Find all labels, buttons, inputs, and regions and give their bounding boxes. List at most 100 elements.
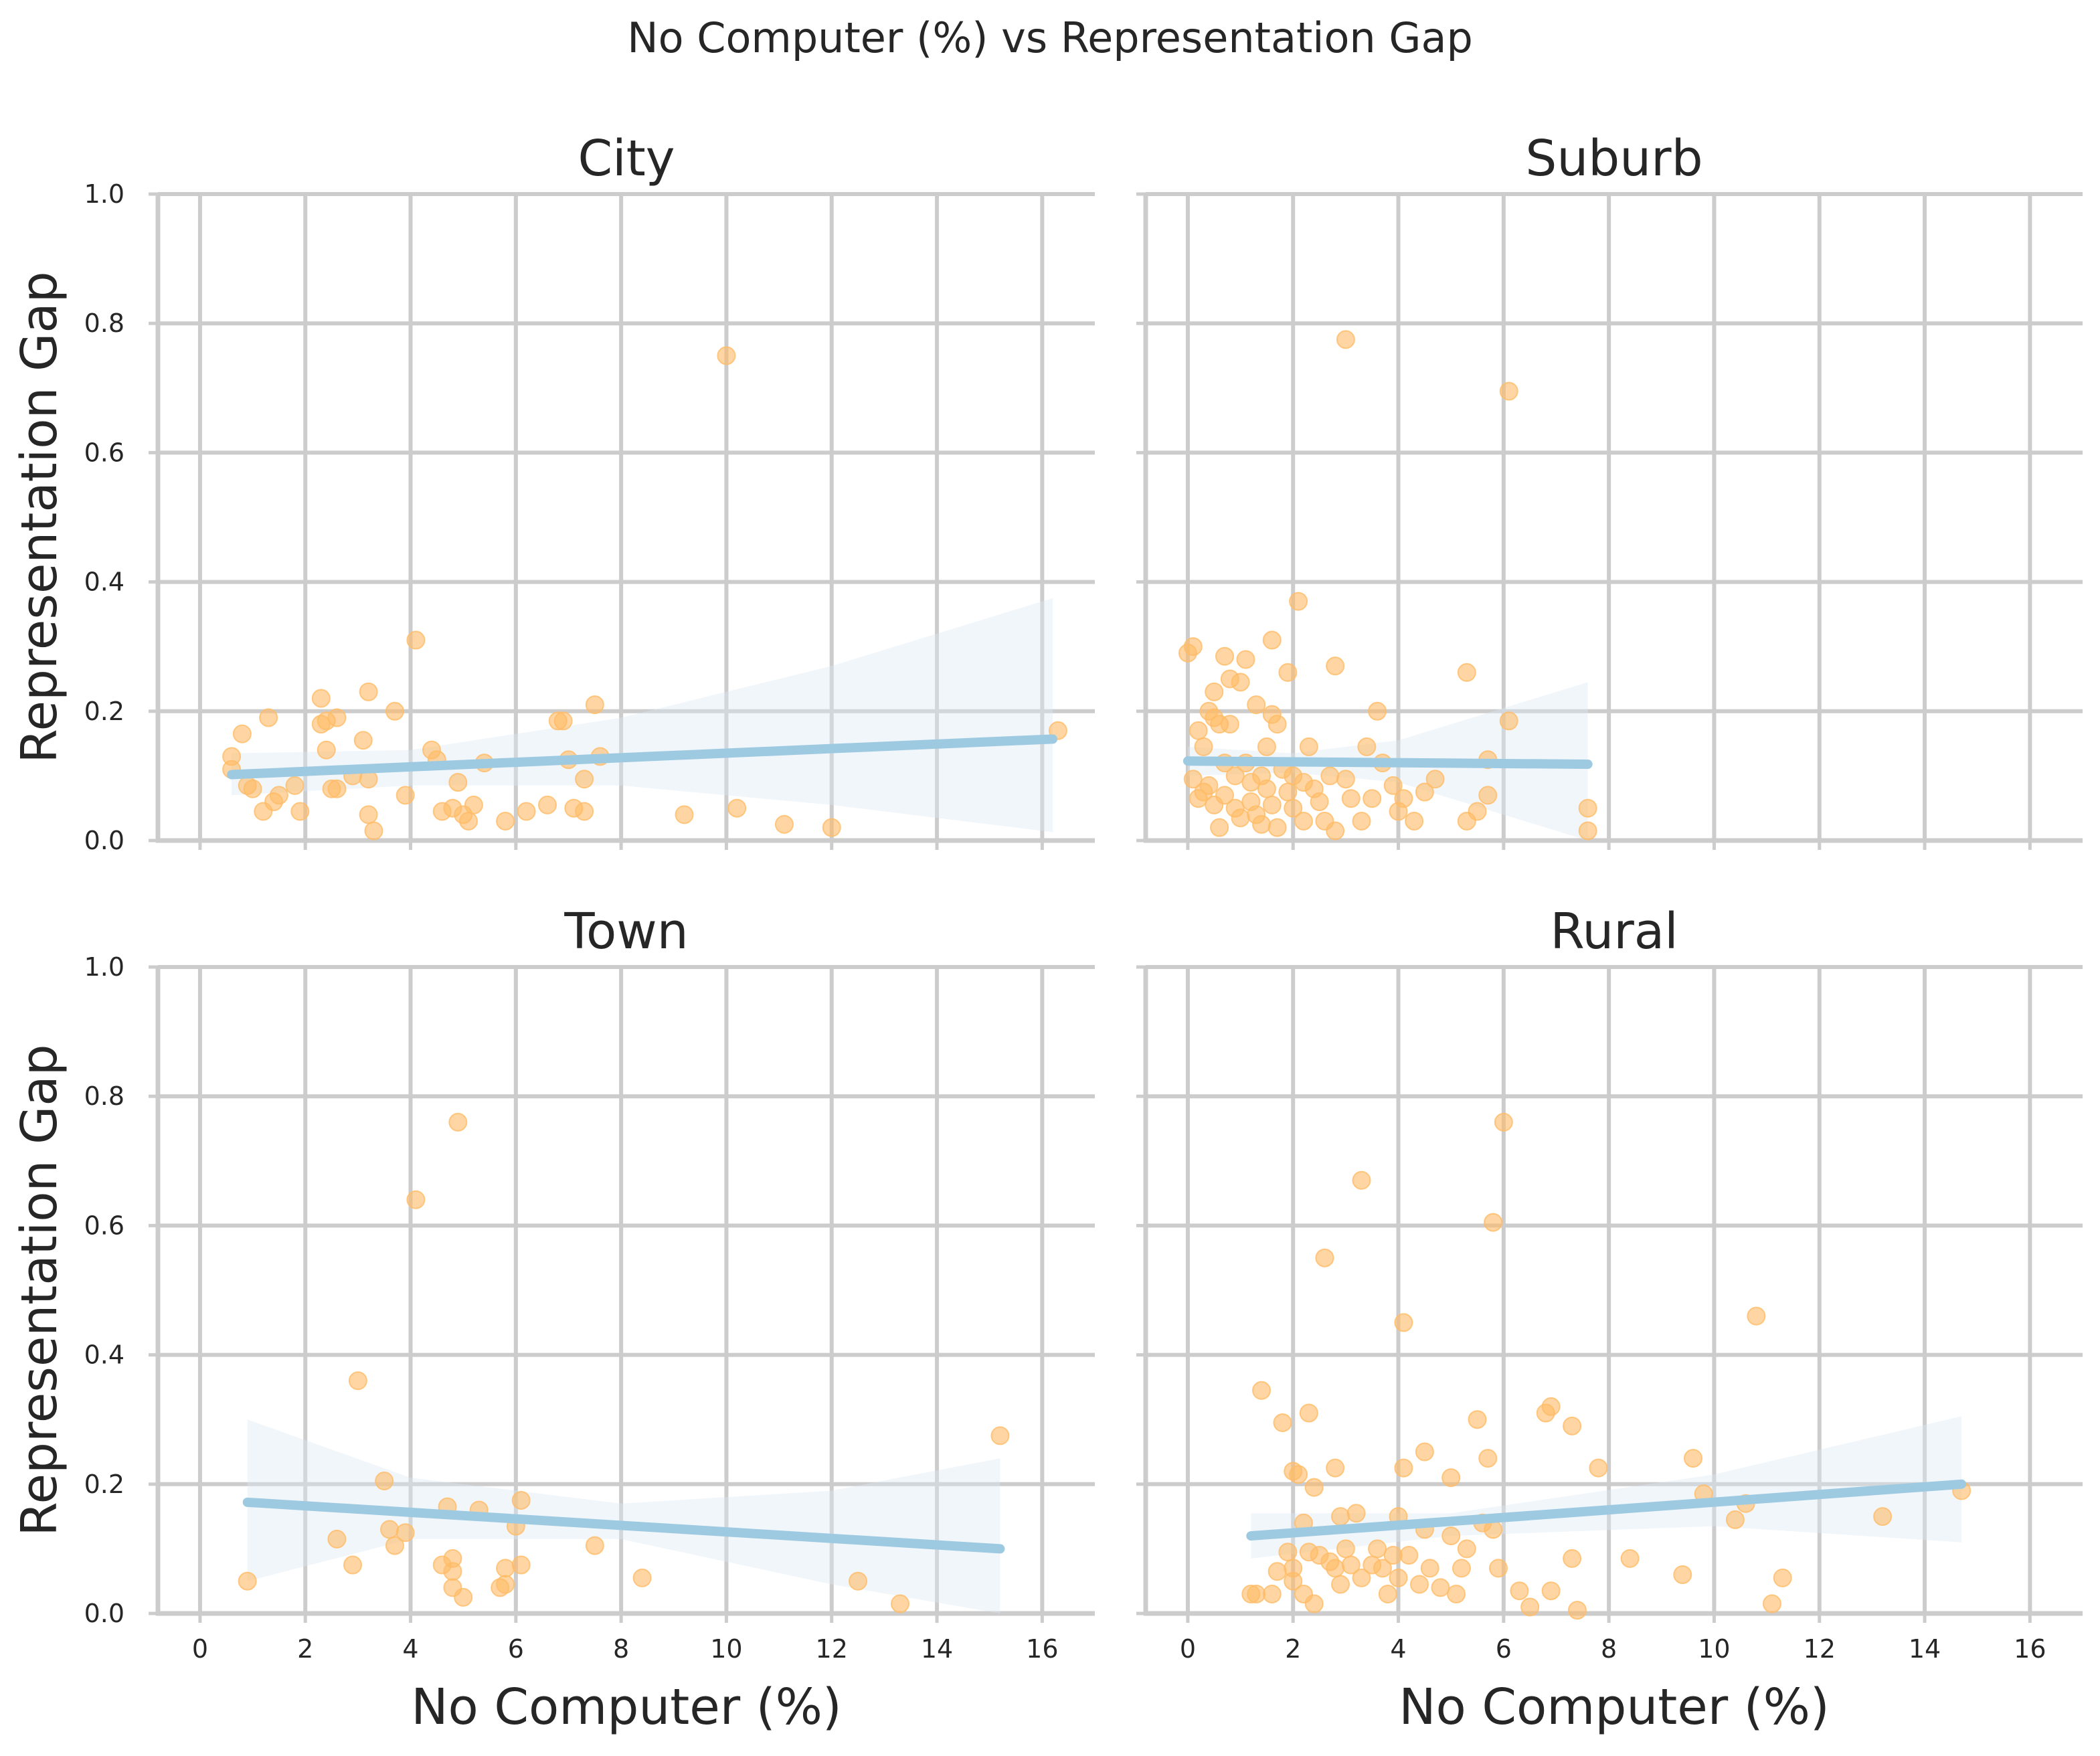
data-point [1278, 782, 1298, 802]
y-tick-label: 0.6 [84, 1211, 124, 1240]
data-point [1210, 818, 1229, 837]
data-point [1405, 812, 1424, 831]
x-tick-label: 8 [1601, 1634, 1617, 1664]
data-point [1578, 798, 1597, 818]
data-point [511, 1555, 531, 1575]
y-tick-label: 0.2 [84, 1470, 124, 1499]
data-point [396, 1523, 415, 1543]
data-point [259, 708, 278, 727]
panel-title: Suburb [1525, 130, 1702, 187]
data-point [774, 814, 794, 834]
data-point [1247, 695, 1266, 715]
data-point [311, 689, 331, 708]
data-point [575, 802, 594, 821]
x-tick-label: 10 [1698, 1634, 1730, 1664]
data-point [1484, 1213, 1503, 1232]
data-point [1231, 808, 1250, 828]
data-point [1478, 1449, 1498, 1468]
data-point [1189, 721, 1208, 740]
data-point [1747, 1306, 1766, 1326]
panel-town: 0.0 0.2 0.4 0.6 0.8 1.0 Representation Gap 0 2 4 6… [11, 903, 1095, 1736]
data-point [1578, 821, 1597, 841]
data-point [1257, 779, 1276, 798]
data-point [1452, 1559, 1471, 1578]
data-point [822, 818, 841, 837]
data-point [517, 802, 536, 821]
data-point [727, 798, 747, 818]
data-point [1326, 1559, 1345, 1578]
data-point [1247, 1585, 1266, 1604]
data-point [1215, 786, 1234, 805]
panel-title: Rural [1550, 903, 1678, 960]
data-point [496, 1559, 515, 1578]
data-point [1425, 770, 1445, 789]
data-point [1299, 1403, 1318, 1423]
x-tick-label: 12 [816, 1634, 848, 1664]
data-point [1415, 782, 1434, 802]
data-point [459, 812, 478, 831]
data-point [1383, 1546, 1403, 1565]
data-point [538, 795, 557, 814]
data-point [1252, 1381, 1272, 1400]
data-point [406, 630, 426, 650]
data-point [1441, 1468, 1461, 1488]
data-point [285, 776, 304, 795]
data-point [553, 711, 573, 731]
data-point [375, 1471, 394, 1490]
data-point [327, 779, 347, 798]
data-point [1346, 1504, 1366, 1523]
data-point [1762, 1594, 1781, 1613]
data-point [1289, 592, 1308, 611]
data-point [1331, 1575, 1350, 1594]
data-point [1368, 1539, 1387, 1559]
data-point [496, 812, 515, 831]
data-point [343, 1555, 363, 1575]
x-tick-label: 2 [1285, 1634, 1301, 1664]
data-point [1457, 663, 1476, 682]
data-point [1304, 1478, 1324, 1497]
data-point [1215, 646, 1234, 666]
data-point [364, 821, 383, 841]
data-point [406, 1190, 426, 1209]
y-tick-label: 1.0 [84, 952, 124, 982]
figure-title: No Computer (%) vs Representation Gap [627, 13, 1473, 62]
data-point [1225, 766, 1245, 786]
data-point [990, 1426, 1010, 1445]
x-tick-label: 16 [2014, 1634, 2046, 1664]
data-point [1205, 682, 1224, 701]
x-tick-label: 6 [1496, 1634, 1512, 1664]
y-tick-label: 0.0 [84, 1599, 124, 1628]
x-tick-label: 10 [710, 1634, 742, 1664]
data-point [1378, 1585, 1397, 1604]
data-point [1499, 711, 1518, 731]
data-point [243, 779, 262, 798]
data-point [385, 701, 404, 721]
data-point [448, 1112, 468, 1132]
x-tick-label: 14 [921, 1634, 953, 1664]
data-point [385, 1536, 404, 1555]
data-point [1389, 1568, 1408, 1587]
data-point [1341, 1555, 1361, 1575]
x-tick-label: 0 [192, 1634, 208, 1664]
data-point [1373, 1559, 1392, 1578]
data-point [1457, 1539, 1476, 1559]
y-tick-label: 0.4 [84, 567, 124, 597]
data-point [1499, 381, 1518, 401]
data-point [1262, 1585, 1282, 1604]
x-tick-label: 0 [1180, 1634, 1196, 1664]
y-tick-label: 0.8 [84, 1081, 124, 1111]
data-point [1352, 1170, 1371, 1190]
data-point [1673, 1565, 1692, 1585]
data-point [1773, 1568, 1792, 1587]
y-tick-label: 0.8 [84, 309, 124, 338]
data-point [353, 731, 373, 750]
data-point [1725, 1510, 1745, 1529]
data-point [1257, 737, 1276, 756]
x-tick-label: 4 [402, 1634, 418, 1664]
data-point [1488, 1559, 1508, 1578]
data-point [1231, 673, 1250, 692]
x-axis-label: No Computer (%) [411, 1678, 842, 1736]
data-point [1273, 1413, 1292, 1433]
data-point [396, 786, 415, 805]
data-point [1304, 1594, 1324, 1613]
